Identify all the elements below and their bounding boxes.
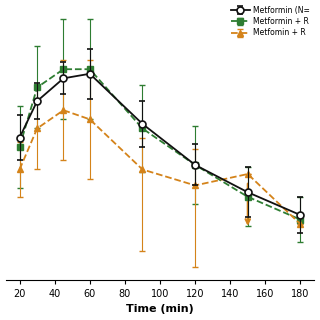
Legend: Metformin (N=, Metformin + R, Metfomin + R: Metformin (N=, Metformin + R, Metfomin +… — [230, 5, 311, 38]
X-axis label: Time (min): Time (min) — [126, 304, 194, 315]
